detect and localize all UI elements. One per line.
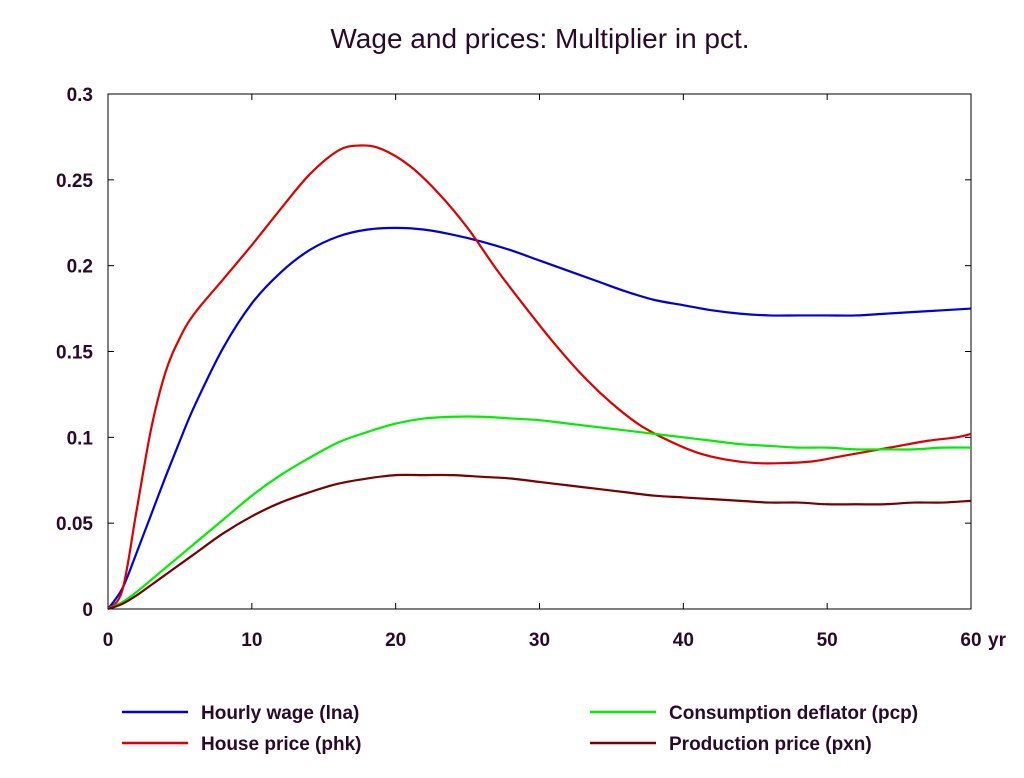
y-tick-label: 0.1 [67,428,94,449]
series-line-consumption-deflator [107,415,972,610]
legend: Hourly wage (lna) House price (phk) Consum… [122,703,918,755]
series-line-production-price [107,473,972,611]
series-line-house-price [107,144,972,610]
y-tick-label: 0.25 [56,171,93,192]
legend-item-consumption-deflator: Consumption deflator (pcp) [590,703,918,724]
plot-border [107,93,972,610]
legend-label: Production price (pxn) [669,734,872,755]
legend-label: House price (phk) [201,734,361,755]
x-tick-label: 20 [385,630,406,651]
y-tick-label: 0.3 [67,85,93,106]
x-tick-label: 60 [960,630,981,651]
y-tick-label: 0.05 [56,514,93,535]
y-tick-label: 0 [82,600,93,621]
x-tick-label: 50 [817,630,838,651]
x-tick-label: 10 [241,630,262,651]
legend-label: Hourly wage (lna) [201,703,359,724]
series-lines [107,144,972,611]
legend-item-production-price: Production price (pxn) [590,734,872,755]
x-unit-label: yr [988,630,1007,651]
legend-item-hourly-wage: Hourly wage (lna) [122,703,359,724]
y-tick-label: 0.15 [56,343,93,364]
axis-ticks: 0 0.05 0.1 0.15 0.2 0.25 0.3 0 10 20 30 40 50 60 yr [56,85,1007,651]
legend-label: Consumption deflator (pcp) [669,703,918,724]
y-tick-label: 0.2 [67,257,93,278]
x-tick-label: 0 [103,630,114,651]
chart-title: Wage and prices: Multiplier in pct. [330,23,749,54]
series-line-hourly-wage [107,226,972,610]
x-tick-label: 30 [529,630,550,651]
x-tick-label: 40 [673,630,694,651]
plot-frame [107,93,972,610]
legend-item-house-price: House price (phk) [122,734,361,755]
